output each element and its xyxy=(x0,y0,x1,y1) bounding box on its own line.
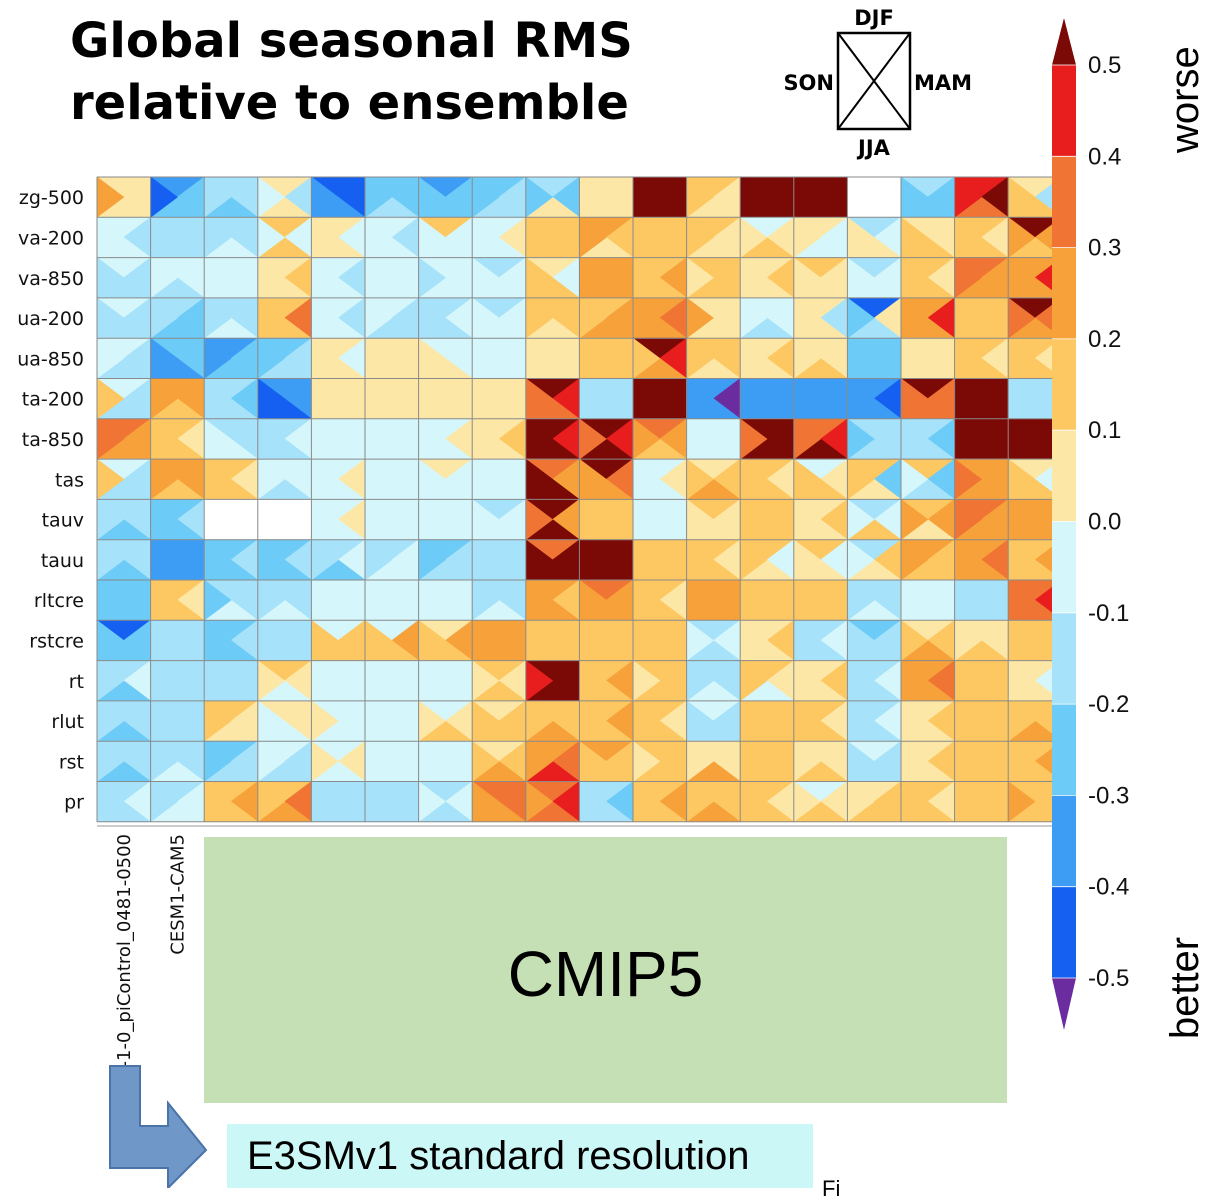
row-label: rltcre xyxy=(34,590,84,612)
colorbar-segment xyxy=(1052,430,1076,522)
row-label: va-850 xyxy=(18,268,84,290)
colorbar-tick-label: 0.3 xyxy=(1088,235,1121,262)
row-label: pr xyxy=(64,792,84,814)
row-label: tas xyxy=(55,469,84,491)
chart-title-line-2: relative to ensemble xyxy=(70,75,629,131)
worse-label: worse xyxy=(1163,46,1207,153)
colorbar-segment xyxy=(1052,704,1076,796)
heatmap-cells xyxy=(96,176,1063,823)
e3sm-callout: E3SMv1 standard resolution xyxy=(227,1124,813,1188)
row-label: va-200 xyxy=(18,227,84,249)
season-key-right-label: MAM xyxy=(914,71,972,95)
row-label: tauu xyxy=(41,550,84,572)
season-key: DJF JJA SON MAM xyxy=(783,6,972,160)
column-label: CESM1-CAM5 xyxy=(167,834,188,955)
season-key-left-label: SON xyxy=(783,71,834,95)
season-key-bottom-label: JJA xyxy=(856,136,891,160)
colorbar-segment xyxy=(1052,612,1076,705)
colorbar-tick-label: -0.1 xyxy=(1088,600,1129,627)
colorbar-tick-label: 0.5 xyxy=(1088,52,1121,79)
row-label: ua-850 xyxy=(17,348,84,370)
colorbar-segment xyxy=(1052,65,1076,157)
colorbar-tick-label: 0.2 xyxy=(1088,326,1121,353)
row-label: tauv xyxy=(42,510,84,532)
e3sm-label: E3SMv1 standard resolution xyxy=(247,1134,750,1178)
cmip5-overlay: CMIP5 xyxy=(204,837,1007,1103)
colorbar-tick-label: 0.0 xyxy=(1088,509,1121,536)
better-label: better xyxy=(1163,936,1207,1040)
row-label: rstcre xyxy=(29,630,84,652)
colorbar-tick-label: 0.1 xyxy=(1088,417,1121,444)
column-label: E3SM-1-0_piControl_0481-0500 xyxy=(114,834,135,1117)
colorbar-tick-label: -0.2 xyxy=(1088,691,1129,718)
colorbar-segment xyxy=(1052,521,1076,614)
colorbar-tick-label: 0.4 xyxy=(1088,143,1121,170)
column-labels: E3SM-1-0_piControl_0481-0500 CESM1-CAM5 xyxy=(97,825,1062,1117)
colorbar-segment xyxy=(1052,338,1076,431)
chart-title-line-1: Global seasonal RMS xyxy=(70,13,633,69)
row-label: rt xyxy=(69,671,84,693)
colorbar-segment xyxy=(1052,886,1076,979)
season-key-diagonal xyxy=(837,32,911,130)
row-label: zg-500 xyxy=(19,187,84,209)
colorbar-tick-label: -0.5 xyxy=(1088,965,1129,992)
chart-title: Global seasonal RMS relative to ensemble xyxy=(70,10,633,134)
row-label: rlut xyxy=(51,711,84,733)
colorbar-segment xyxy=(1052,156,1076,249)
row-label: ua-200 xyxy=(17,308,84,330)
row-label: rst xyxy=(59,751,84,773)
colorbar-segment xyxy=(1052,247,1076,340)
colorbar-tick-label: -0.3 xyxy=(1088,782,1129,809)
arrow-icon xyxy=(109,1065,208,1188)
footnote: Fi xyxy=(822,1176,841,1201)
row-label: ta-850 xyxy=(22,429,84,451)
colorbar-tick-label: -0.4 xyxy=(1088,874,1129,901)
colorbar-segment xyxy=(1052,795,1076,888)
row-labels: zg-500 va-200 va-850 ua-200 ua-850 ta-200 ta-8… xyxy=(17,187,84,814)
season-key-top-label: DJF xyxy=(854,6,894,30)
colorbar: 0.5 0.4 0.3 0.2 0.1 0.0 -0.1 -0.2 -0.3 -0.4 -0.5 xyxy=(1052,18,1129,1030)
season-key-box xyxy=(836,31,912,131)
cmip5-label: CMIP5 xyxy=(507,938,704,1010)
row-label: ta-200 xyxy=(22,389,84,411)
colorbar-over-triangle xyxy=(1052,18,1076,65)
colorbar-under-triangle xyxy=(1052,978,1076,1030)
